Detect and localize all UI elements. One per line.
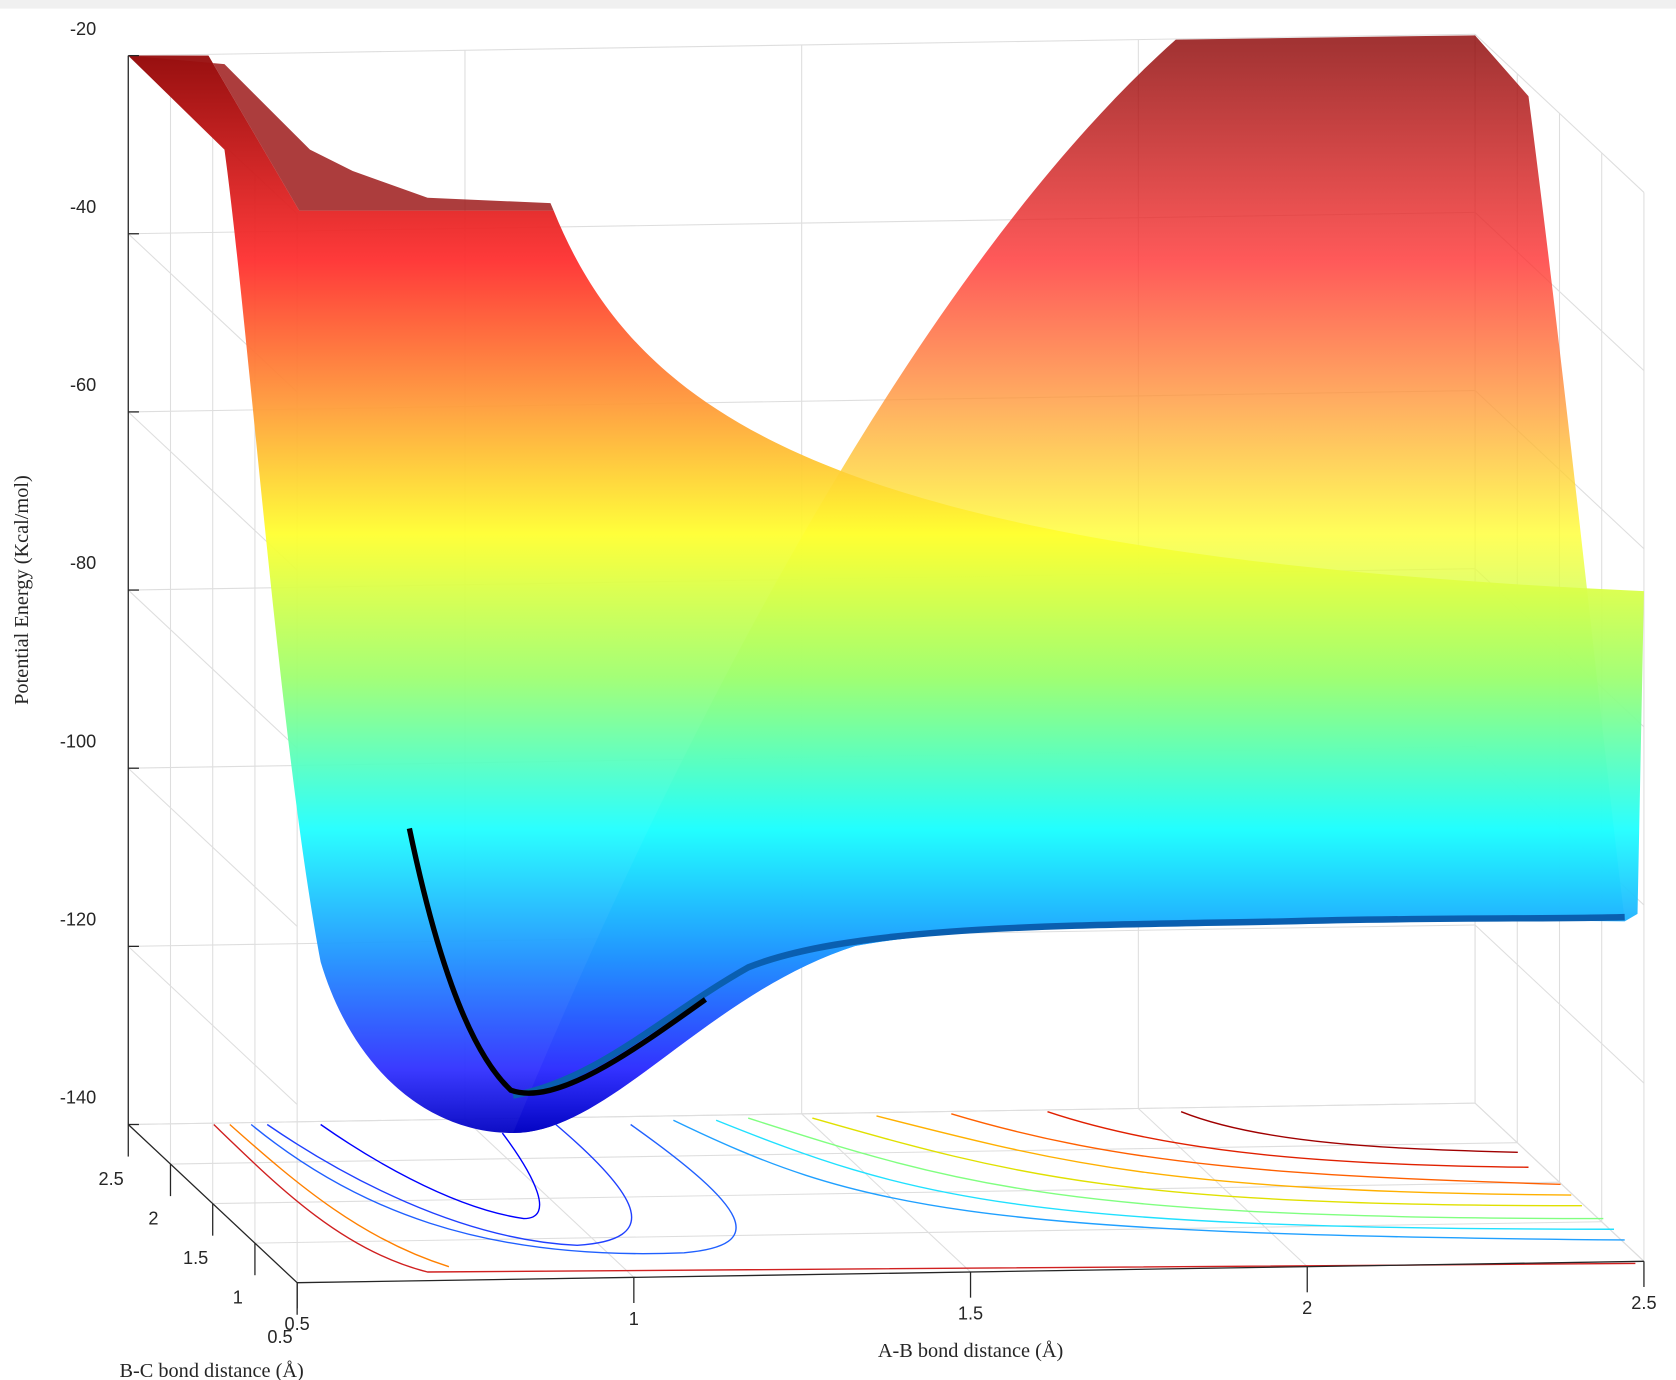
grid-line xyxy=(128,1102,1476,1126)
z-tick-label: -40 xyxy=(70,197,96,217)
z-tick-label: -100 xyxy=(60,731,96,751)
grid-line xyxy=(127,945,298,1105)
z-tick-label: -20 xyxy=(70,19,96,39)
y-tick-label: 1.5 xyxy=(183,1248,208,1268)
contour xyxy=(876,1115,1572,1196)
x-tick-label: 2 xyxy=(1302,1298,1312,1318)
y-axis-label: B-C bond distance (Å) xyxy=(119,1360,303,1380)
contour xyxy=(715,1119,1615,1230)
contour xyxy=(673,1119,1625,1241)
z-tick-label: -120 xyxy=(60,909,96,929)
grid-line xyxy=(212,1181,1560,1205)
grid-line xyxy=(128,33,1476,57)
surface-cap xyxy=(128,55,554,211)
axes: A-B bond distance (Å) B-C bond distance … xyxy=(11,19,1656,1380)
contour xyxy=(812,1117,1582,1207)
grid-line xyxy=(127,767,298,927)
contour xyxy=(748,1117,1604,1220)
contours xyxy=(213,1111,1636,1273)
x-axis-label: A-B bond distance (Å) xyxy=(878,1340,1063,1362)
window-strip xyxy=(0,0,1676,9)
grid-line xyxy=(170,1142,1518,1165)
grid-line xyxy=(1474,33,1645,193)
y-tick-label: 0.5 xyxy=(267,1327,292,1347)
contour xyxy=(951,1113,1561,1186)
x-tick-label: 2.5 xyxy=(1631,1293,1656,1313)
z-axis-label: Potential Energy (Kcal/mol) xyxy=(11,475,33,705)
trajectory xyxy=(406,827,708,1096)
grid-line xyxy=(1474,1102,1645,1262)
y-tick-label: 1 xyxy=(233,1288,243,1308)
z-tick-label: -60 xyxy=(70,375,96,395)
grid-line xyxy=(1474,924,1645,1084)
surface-rim xyxy=(512,913,1625,1099)
contour xyxy=(250,1123,737,1255)
z-tick-label: -140 xyxy=(60,1088,96,1108)
contour xyxy=(266,1123,633,1246)
x-tick-label: 1 xyxy=(629,1309,639,1329)
contour xyxy=(213,1123,1636,1273)
contour xyxy=(1047,1111,1529,1168)
x-tick-label: 0.5 xyxy=(285,1314,310,1334)
contour xyxy=(320,1123,541,1220)
surface xyxy=(128,35,1644,1273)
grid-line xyxy=(127,589,298,749)
y-tick-label: 2 xyxy=(148,1208,158,1228)
y-tick-label: 2.5 xyxy=(99,1169,124,1189)
contour xyxy=(229,1123,450,1268)
x-tick-label: 1.5 xyxy=(958,1304,983,1324)
surface-wall xyxy=(513,35,1625,1134)
z-tick-label: -80 xyxy=(70,553,96,573)
contour xyxy=(1180,1111,1518,1153)
grid-line xyxy=(254,1221,1602,1244)
